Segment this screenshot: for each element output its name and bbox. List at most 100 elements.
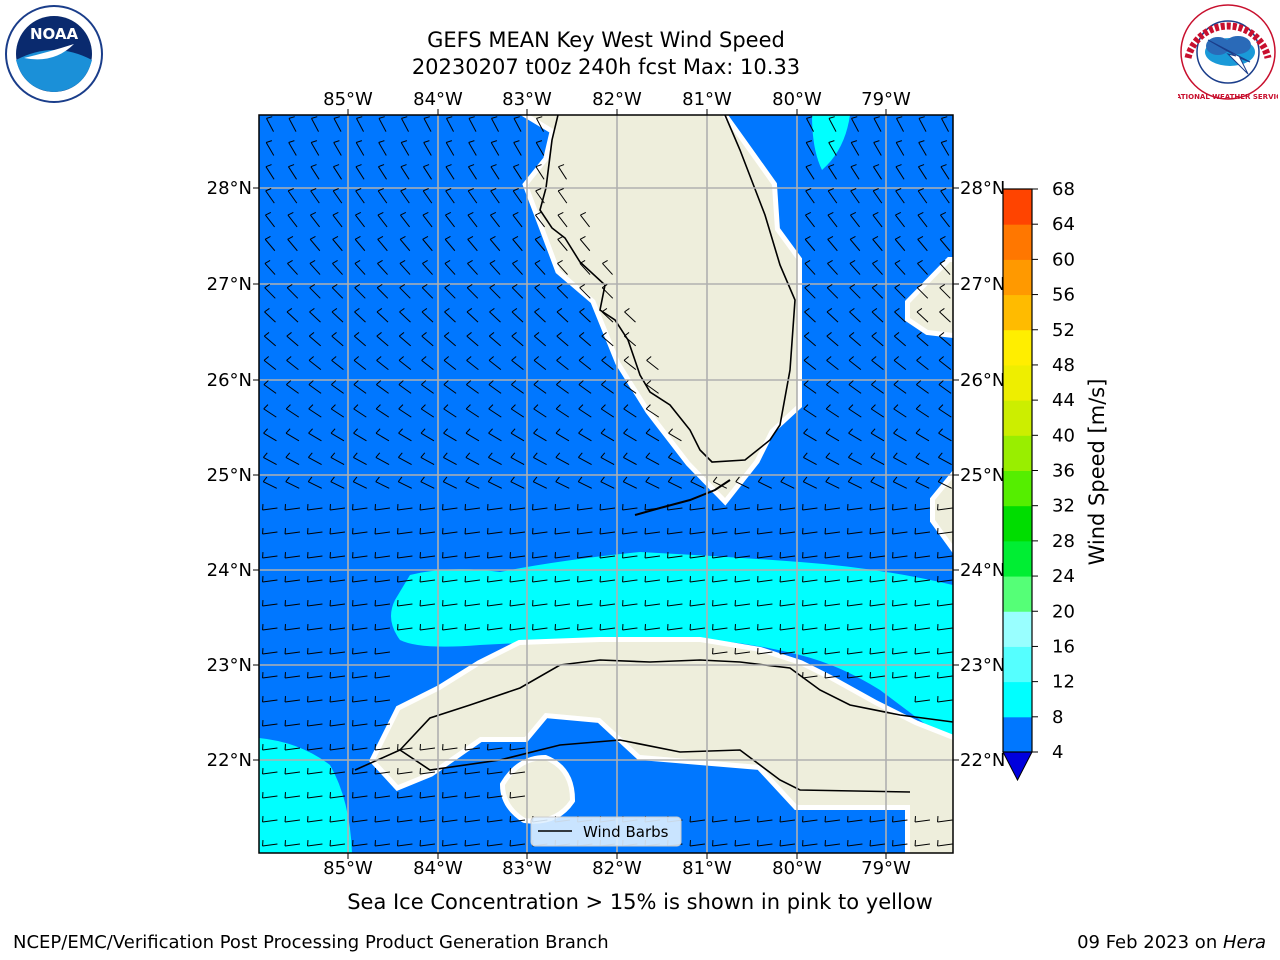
wind-barb bbox=[532, 576, 548, 583]
wind-barb bbox=[466, 356, 479, 371]
wind-barb bbox=[353, 380, 367, 394]
wind-barb bbox=[265, 164, 275, 180]
wind-barb bbox=[847, 504, 863, 511]
wind-barb bbox=[489, 283, 501, 299]
wind-barb bbox=[423, 164, 432, 180]
wind-barb bbox=[825, 404, 840, 418]
wind-barb bbox=[333, 116, 342, 132]
map-ticks: 85°W 85°W 84°W 84°W 83°W 83°W 82°W 82°W 81°W 81°W… bbox=[207, 89, 1006, 879]
wind-barb bbox=[779, 816, 795, 823]
wind-barb bbox=[644, 600, 660, 607]
wind-barb bbox=[419, 600, 435, 607]
lat-label-right: 28°N bbox=[960, 178, 1005, 199]
wind-barb bbox=[465, 404, 480, 418]
wind-barb bbox=[580, 211, 590, 228]
wind-barb bbox=[938, 404, 952, 418]
wind-barb bbox=[624, 308, 636, 323]
colorbar-segment bbox=[1003, 435, 1032, 471]
wind-barb bbox=[847, 576, 863, 583]
wind-barb bbox=[444, 308, 456, 323]
wind-barb bbox=[422, 235, 433, 252]
wind-barb bbox=[446, 116, 454, 132]
wind-barb bbox=[870, 476, 885, 489]
footer-branch: NCEP/EMC/Verification Post Processing Pr… bbox=[13, 932, 609, 953]
wind-barb bbox=[734, 624, 750, 631]
noaa-logo-text: NOAA bbox=[30, 25, 79, 43]
wind-barb bbox=[329, 672, 345, 679]
wind-barb bbox=[824, 816, 840, 823]
wind-barb bbox=[534, 235, 546, 252]
wind-barb bbox=[489, 235, 501, 252]
wind-barb bbox=[376, 380, 389, 394]
legend-label: Wind Barbs bbox=[583, 823, 669, 841]
wind-barb bbox=[690, 476, 705, 489]
wind-barb bbox=[892, 600, 908, 607]
wind-barb bbox=[873, 164, 882, 180]
wind-barb bbox=[712, 504, 728, 511]
wind-barb bbox=[399, 259, 411, 275]
wind-barb bbox=[490, 140, 500, 156]
wind-barb bbox=[422, 259, 433, 275]
wind-barb bbox=[601, 380, 614, 394]
wind-barb bbox=[757, 576, 773, 583]
wind-barb bbox=[827, 211, 838, 228]
wind-barb bbox=[804, 235, 816, 252]
wind-barb bbox=[894, 283, 906, 299]
wind-barb bbox=[422, 211, 433, 228]
wind-barb bbox=[914, 576, 930, 583]
wind-barb bbox=[689, 624, 705, 631]
isla-de-la-juventud bbox=[499, 754, 576, 824]
wind-barb bbox=[352, 768, 368, 775]
colorbar-segment bbox=[1003, 400, 1032, 436]
wind-barb bbox=[824, 528, 840, 535]
wind-barb bbox=[532, 552, 548, 559]
wind-barb bbox=[600, 404, 615, 418]
wind-barb bbox=[352, 528, 368, 535]
wind-barb bbox=[355, 188, 365, 204]
wind-barb bbox=[487, 744, 503, 751]
wind-barb bbox=[827, 235, 838, 252]
wind-barb bbox=[374, 624, 390, 631]
wind-barb bbox=[554, 576, 570, 583]
wind-barb bbox=[892, 624, 908, 631]
colorbar-segment bbox=[1003, 224, 1032, 260]
wind-barb bbox=[847, 840, 863, 847]
wind-barb bbox=[331, 283, 344, 299]
wind-barb bbox=[262, 576, 278, 583]
wind-barb bbox=[851, 116, 859, 132]
wind-barb bbox=[599, 552, 615, 559]
wind-barb bbox=[397, 768, 413, 775]
wind-barb bbox=[329, 696, 345, 703]
wind-barb bbox=[938, 380, 952, 394]
wind-barb bbox=[557, 235, 568, 252]
wind-barb bbox=[262, 504, 278, 511]
lat-label-right: 24°N bbox=[960, 560, 1005, 581]
wind-barb bbox=[330, 404, 345, 418]
wind-barb bbox=[734, 648, 750, 655]
wind-barb bbox=[374, 744, 390, 751]
wind-barb bbox=[266, 116, 274, 132]
wind-barb bbox=[623, 356, 637, 371]
wind-barb bbox=[329, 648, 345, 655]
colorbar-tick-label: 36 bbox=[1052, 461, 1075, 482]
wind-barb bbox=[510, 404, 525, 418]
wind-barb bbox=[399, 308, 411, 323]
wind-barb bbox=[284, 552, 300, 559]
wind-barb bbox=[940, 164, 950, 180]
colorbar-segment bbox=[1003, 505, 1032, 542]
wind-barb bbox=[374, 816, 390, 823]
wind-barb bbox=[577, 476, 592, 489]
wind-barb bbox=[804, 283, 816, 299]
wind-barb bbox=[512, 188, 523, 204]
wind-barb bbox=[284, 792, 300, 799]
wind-barb bbox=[826, 380, 839, 394]
wind-barb bbox=[803, 380, 817, 394]
wind-barb bbox=[895, 188, 905, 204]
colorbar-segment bbox=[1003, 611, 1032, 647]
lon-label-bottom: 82°W bbox=[592, 858, 642, 879]
wind-barb bbox=[307, 840, 323, 847]
lon-label-top: 81°W bbox=[682, 89, 732, 110]
wind-barb bbox=[915, 452, 930, 466]
wind-barb bbox=[420, 428, 435, 442]
wind-barb bbox=[689, 816, 705, 823]
